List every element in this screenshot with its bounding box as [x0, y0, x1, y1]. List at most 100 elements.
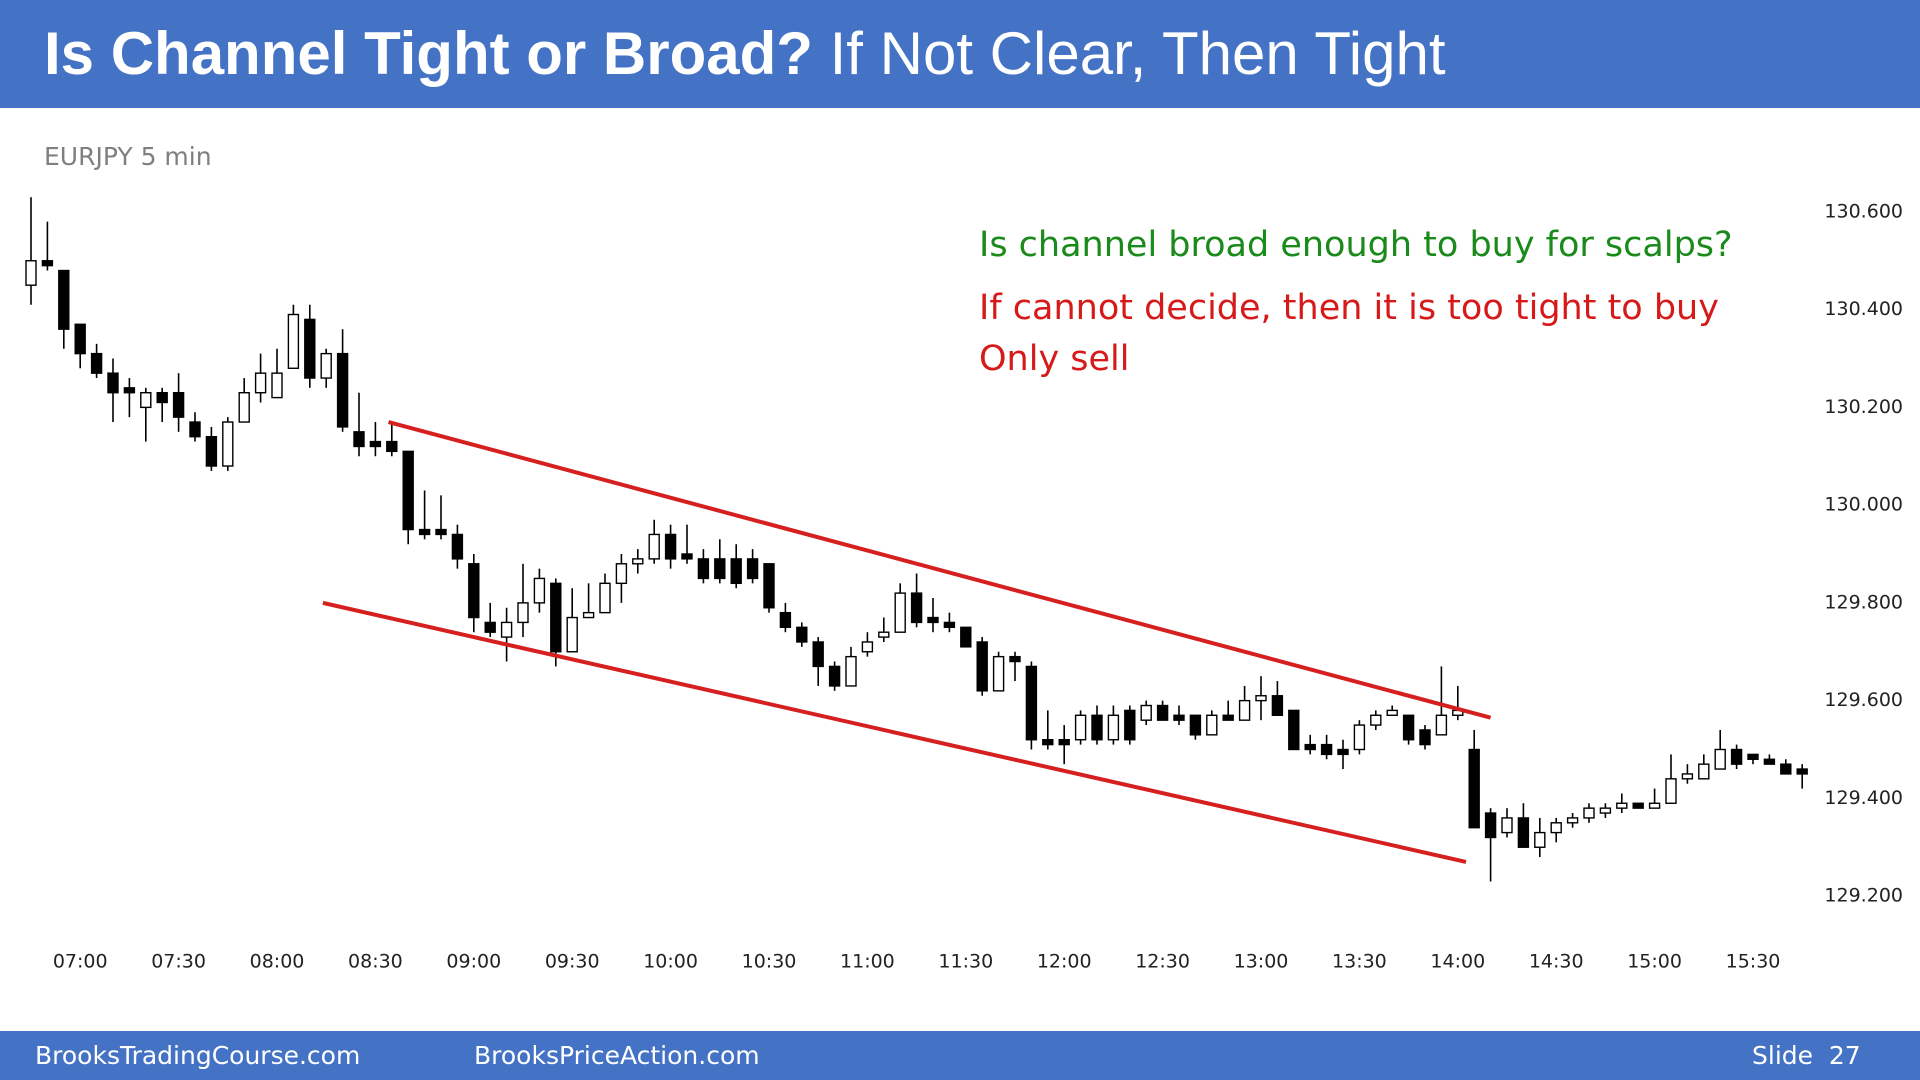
y-tick-label: 129.400 [1824, 787, 1903, 809]
candle-body [1074, 714, 1087, 741]
candle-body [1107, 714, 1120, 741]
candle-body [878, 631, 890, 638]
candle-body [468, 563, 480, 619]
candle-body [845, 655, 857, 687]
candle-body [1763, 758, 1776, 765]
x-tick-label: 10:30 [742, 951, 797, 973]
candle-body [1566, 817, 1579, 824]
candle-body [517, 602, 529, 624]
candle-body [1058, 739, 1070, 746]
candle-body [894, 592, 906, 633]
x-tick-label: 11:30 [938, 951, 993, 973]
annotation: Is channel broad enough to buy for scalp… [979, 225, 1733, 265]
candle-body [664, 533, 677, 560]
candle-body [353, 431, 365, 448]
chart-subtitle: EURJPY 5 min [44, 142, 212, 171]
candle-body [533, 577, 546, 604]
x-tick-label: 14:30 [1529, 951, 1584, 973]
candle-body [500, 621, 513, 638]
x-tick-label: 14:00 [1430, 951, 1485, 973]
candle-body [254, 372, 267, 394]
candle-body [1173, 714, 1185, 721]
candle-body [386, 440, 398, 453]
candle-body [1288, 709, 1300, 751]
candle-body [1386, 709, 1398, 716]
candle-body [1583, 807, 1595, 819]
candle-body [1337, 748, 1349, 756]
candle-body [402, 450, 414, 531]
candle-body [41, 260, 54, 267]
candle-body [746, 558, 759, 580]
candle-body [287, 313, 300, 369]
candle-body [599, 582, 611, 614]
candle-body [1648, 802, 1661, 809]
candle-body [1419, 729, 1431, 746]
y-tick-label: 129.600 [1824, 689, 1903, 711]
candle-body [1238, 699, 1251, 721]
candle-body [1304, 743, 1316, 751]
x-tick-label: 13:00 [1234, 951, 1289, 973]
candle-body [1780, 763, 1792, 775]
x-tick-label: 08:00 [250, 951, 305, 973]
annotation: If cannot decide, then it is too tight t… [979, 288, 1719, 328]
header: Is Channel Tight or Broad? If Not Clear,… [0, 0, 1920, 108]
x-tick-label: 13:30 [1332, 951, 1387, 973]
candle-body [1255, 695, 1267, 702]
x-tick-label: 15:00 [1627, 951, 1682, 973]
candle-body [484, 621, 496, 633]
candle-body [222, 421, 234, 467]
candle-body [1616, 802, 1628, 809]
candle-body [1730, 748, 1743, 765]
candle-body [1091, 714, 1103, 741]
x-tick-label: 08:30 [348, 951, 403, 973]
x-tick-label: 07:30 [151, 951, 206, 973]
candle-body [796, 626, 808, 643]
candle-body [763, 563, 775, 609]
candle-body [58, 269, 70, 330]
candle-body [1025, 665, 1038, 741]
candle-body [681, 553, 693, 560]
chart: EURJPY 5 min 129.200 129.400 129.600 129.80… [25, 142, 1903, 973]
candle-body [238, 392, 250, 423]
candle-body [1517, 817, 1530, 848]
candle-body [1222, 714, 1234, 721]
candle-body [1206, 714, 1218, 736]
candle-body [1435, 714, 1448, 736]
candle-body [566, 616, 578, 653]
candle-body [828, 665, 841, 687]
candle-body [172, 392, 185, 418]
candle-body [582, 611, 595, 619]
candle-body [943, 621, 956, 629]
annotation: Only sell [979, 339, 1130, 379]
candle-body [861, 641, 874, 653]
candle-body [910, 592, 923, 624]
y-tick-label: 129.800 [1824, 591, 1903, 613]
candle-body [927, 616, 939, 624]
candle-body [1599, 807, 1612, 814]
candle-body [1370, 714, 1382, 726]
candle-body [730, 558, 742, 585]
candle-body [1747, 753, 1759, 760]
candle-body [320, 352, 332, 379]
candle-body [1698, 763, 1710, 780]
candle-body [205, 436, 218, 467]
candle-body [140, 392, 152, 409]
footer-left: BrooksTradingCourse.com [35, 1041, 361, 1070]
candle-body [1042, 739, 1054, 746]
candle-body [1140, 704, 1152, 721]
candle-body [90, 352, 103, 374]
candle-body [451, 533, 464, 560]
trend-line [388, 420, 1492, 720]
x-tick-label: 10:00 [643, 951, 698, 973]
candle-body [812, 641, 824, 668]
y-tick-label: 130.200 [1824, 396, 1903, 418]
y-tick-label: 130.600 [1824, 200, 1903, 222]
candle-body [304, 318, 316, 379]
candle-body [1402, 714, 1415, 741]
candle-body [632, 558, 644, 565]
candle-body [123, 387, 136, 394]
candle-body [550, 582, 562, 653]
footer: BrooksTradingCourse.com BrooksPriceActio… [0, 1031, 1920, 1080]
candle-body [107, 372, 119, 394]
